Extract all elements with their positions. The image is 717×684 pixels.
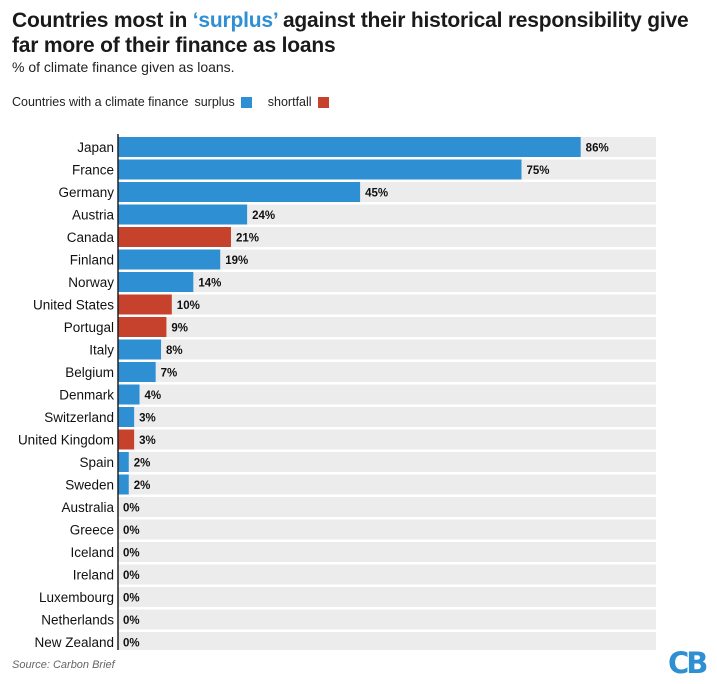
legend-surplus-label: surplus (194, 95, 235, 109)
bar-surplus (118, 137, 581, 157)
bar-shortfall (118, 227, 231, 247)
category-label: France (72, 163, 114, 178)
value-label: 0% (123, 638, 140, 650)
category-label: Spain (79, 455, 114, 470)
legend-shortfall-label: shortfall (267, 95, 312, 109)
source-note: Source: Carbon Brief (12, 659, 115, 671)
value-label: 45% (365, 188, 388, 200)
category-label: Belgium (65, 365, 114, 380)
bar-surplus (118, 474, 129, 495)
value-label: 4% (145, 390, 162, 402)
category-label: Italy (89, 343, 114, 358)
bar-track (118, 249, 656, 270)
category-label: Canada (67, 230, 115, 245)
value-label: 0% (123, 503, 140, 515)
bar-surplus (118, 204, 248, 225)
category-label: Australia (61, 500, 114, 515)
title-start: Countries most in (12, 9, 193, 32)
category-label: Netherlands (41, 613, 114, 628)
category-label: United Kingdom (18, 433, 114, 448)
value-label: 24% (252, 210, 275, 222)
chart-subtitle: % of climate finance given as loans. (12, 59, 235, 75)
category-label: Denmark (59, 388, 114, 403)
value-label: 0% (123, 548, 140, 560)
bar-track (118, 609, 656, 630)
carbon-brief-logo: CB (668, 646, 708, 680)
bar-track (118, 294, 656, 315)
category-label: Switzerland (44, 410, 114, 425)
category-label: United States (33, 298, 114, 313)
category-label: Greece (70, 523, 114, 538)
bar-track (118, 452, 656, 472)
bar-track (118, 564, 656, 585)
bar-track (118, 519, 656, 540)
value-label: 75% (527, 165, 550, 177)
value-label: 2% (134, 480, 151, 492)
bar-chart: Japan 86% France 75% Germany 45% Austria 24% Can… (18, 134, 656, 650)
category-label: Ireland (73, 568, 114, 583)
value-label: 0% (123, 615, 140, 627)
bar-track (118, 429, 656, 450)
bar-track (118, 204, 656, 225)
category-label: New Zealand (34, 635, 114, 650)
bar-shortfall (118, 317, 167, 337)
category-label: Finland (70, 253, 114, 268)
bar-track (118, 407, 656, 427)
value-label: 0% (123, 525, 140, 537)
title-end: against their historical responsibility … (12, 9, 689, 57)
value-label: 3% (139, 413, 156, 425)
bar-track (118, 227, 656, 247)
bar-surplus (118, 407, 135, 427)
bar-track (118, 632, 656, 650)
bar-track (118, 362, 656, 382)
bar-track (118, 384, 656, 405)
category-label: Iceland (70, 545, 114, 560)
bar-track (118, 474, 656, 495)
bar-track (118, 542, 656, 562)
category-label: Germany (58, 185, 114, 200)
value-label: 19% (225, 255, 248, 267)
title-highlight: ‘surplus’ (192, 9, 278, 32)
bar-track (118, 339, 656, 360)
category-label: Japan (77, 140, 114, 155)
value-label: 8% (166, 345, 183, 357)
value-label: 0% (123, 593, 140, 605)
value-label: 9% (171, 323, 188, 335)
bar-track (118, 497, 656, 517)
bar-track (118, 587, 656, 607)
value-label: 10% (177, 300, 200, 312)
category-label: Sweden (65, 478, 114, 493)
category-label: Norway (68, 275, 114, 290)
value-label: 0% (123, 570, 140, 582)
legend: Countries with a climate finance surplus… (12, 95, 339, 109)
bar-surplus (118, 182, 361, 202)
bar-surplus (118, 452, 129, 472)
bar-track (118, 272, 656, 292)
legend-surplus-swatch (240, 96, 252, 108)
bar-track (118, 317, 656, 337)
bar-shortfall (118, 429, 135, 450)
value-label: 7% (161, 368, 178, 380)
legend-label: Countries with a climate finance (12, 95, 189, 109)
category-label: Austria (72, 208, 115, 223)
bar-surplus (118, 384, 140, 405)
value-label: 3% (139, 435, 156, 447)
value-label: 86% (586, 143, 609, 155)
bar-surplus (118, 272, 194, 292)
bar-surplus (118, 362, 156, 382)
value-label: 21% (236, 233, 259, 245)
bar-surplus (118, 159, 522, 180)
bar-surplus (118, 249, 221, 270)
category-label: Portugal (64, 320, 114, 335)
bar-surplus (118, 339, 162, 360)
value-label: 14% (198, 278, 221, 290)
bar-shortfall (118, 294, 172, 315)
legend-shortfall-swatch (317, 96, 329, 108)
chart-title: Countries most in ‘surplus’ against thei… (12, 8, 707, 58)
value-label: 2% (134, 458, 151, 470)
category-label: Luxembourg (39, 590, 114, 605)
